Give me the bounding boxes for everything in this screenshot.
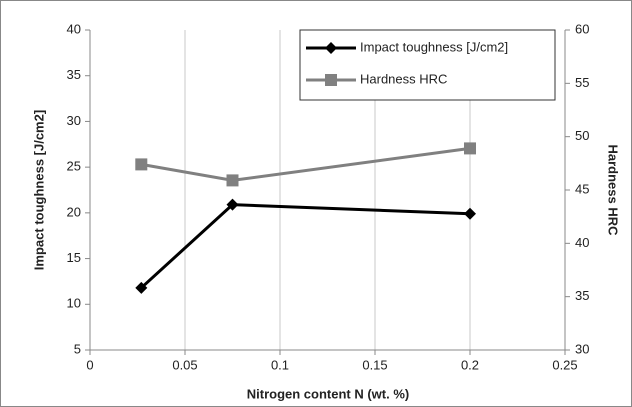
- legend-marker: [325, 42, 337, 54]
- x-tick-label: 0.25: [552, 357, 577, 372]
- y2-axis-title: Hardness HRC: [606, 144, 621, 236]
- y2-tick-label: 30: [575, 341, 589, 356]
- x-tick-label: 0.15: [362, 357, 387, 372]
- y-axis-title: Impact toughness [J/cm2]: [31, 110, 46, 270]
- y2-tick-label: 55: [575, 75, 589, 90]
- y2-tick-label: 45: [575, 181, 589, 196]
- legend-label: Hardness HRC: [360, 71, 447, 86]
- data-point: [135, 281, 148, 294]
- y-tick-label: 35: [67, 67, 81, 82]
- x-tick-label: 0.2: [461, 357, 479, 372]
- x-tick-label: 0.05: [172, 357, 197, 372]
- y-tick-label: 20: [67, 204, 81, 219]
- data-point: [135, 158, 148, 171]
- y-tick-label: 10: [67, 296, 81, 311]
- legend-box: [299, 29, 556, 101]
- x-tick-label: 0.1: [271, 357, 289, 372]
- data-point: [226, 174, 239, 187]
- y-tick-label: 25: [67, 159, 81, 174]
- y2-tick-label: 40: [575, 235, 589, 250]
- y-tick-label: 40: [67, 21, 81, 36]
- data-point: [226, 198, 239, 211]
- data-point: [464, 207, 476, 220]
- x-axis-title: Nitrogen content N (wt. %): [247, 386, 410, 401]
- legend-label: Impact toughness [J/cm2]: [360, 39, 508, 54]
- x-tick-label: 0: [86, 357, 93, 372]
- data-point: [464, 142, 476, 155]
- y-tick-label: 5: [74, 341, 81, 356]
- y2-tick-label: 35: [575, 288, 589, 303]
- legend-marker: [325, 74, 337, 86]
- y2-tick-label: 60: [575, 21, 589, 36]
- y2-tick-label: 50: [575, 128, 589, 143]
- y-tick-label: 30: [67, 113, 81, 128]
- y-tick-label: 15: [67, 250, 81, 265]
